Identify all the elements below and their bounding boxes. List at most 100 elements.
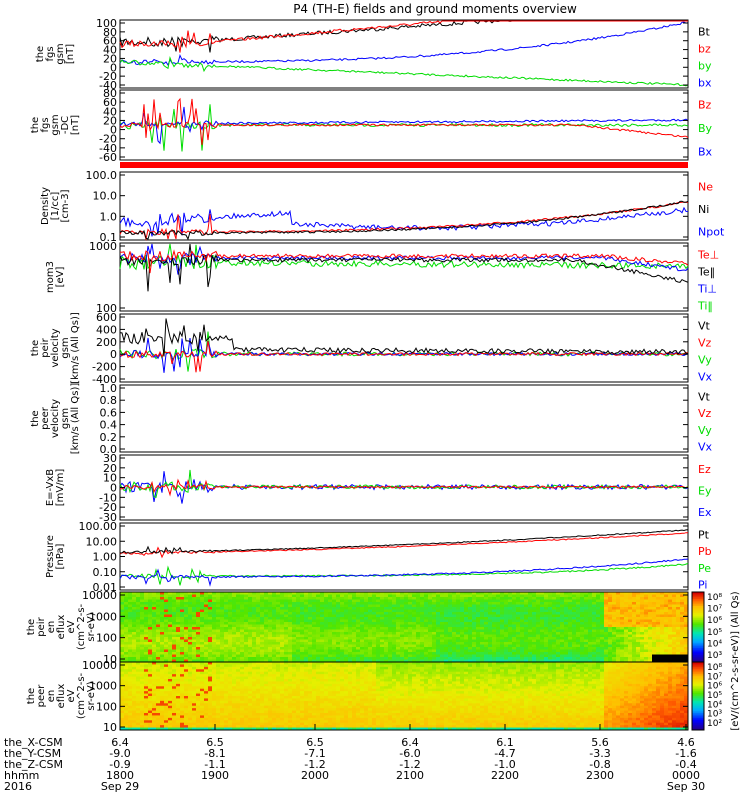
- spectrogram-column: [124, 662, 129, 731]
- y-axis-label: the: [35, 46, 46, 62]
- spectrogram-column: [388, 592, 393, 663]
- spectrogram-column: [352, 592, 357, 663]
- legend-red: Ne: [698, 180, 713, 193]
- spectrogram-column: [596, 662, 601, 731]
- row-value: Sep 29: [101, 780, 139, 793]
- legend-green: by: [698, 60, 712, 73]
- colorbar-tick: 10⁶: [707, 682, 722, 692]
- y-axis-label: sr-eV): [86, 681, 97, 710]
- spectrogram-column: [676, 592, 681, 663]
- spectrogram-column: [188, 662, 193, 731]
- spectrogram-column: [260, 662, 265, 731]
- spectrogram-column: [400, 662, 405, 731]
- spectrogram-column: [276, 592, 281, 663]
- spectrogram-column: [220, 662, 225, 731]
- legend-red: bz: [698, 43, 711, 56]
- row-value: 2000: [301, 769, 329, 782]
- y-tick-label: 0.1: [100, 231, 118, 244]
- legend-red: Bz: [698, 99, 712, 112]
- y-axis-label: [nT]: [70, 115, 81, 135]
- y-tick-label: 600: [96, 311, 117, 324]
- spectrogram-column: [632, 662, 637, 731]
- spectrogram-column: [216, 592, 221, 663]
- series-line-green: [119, 340, 689, 373]
- y-tick-label: -60: [99, 151, 117, 164]
- spectrogram-column: [380, 592, 385, 663]
- spectrogram-column: [416, 592, 421, 663]
- legend-black: Bt: [698, 26, 711, 39]
- row-label: the_Y-CSM: [4, 747, 61, 760]
- spectrogram-column: [572, 662, 577, 731]
- spectrogram-column: [164, 662, 169, 731]
- spectrogram-column: [520, 592, 525, 663]
- spectrogram-column: [344, 592, 349, 663]
- row-value: 1800: [106, 769, 134, 782]
- y-axis-label: [cm-3]: [60, 189, 71, 222]
- series-line-green: [119, 21, 689, 67]
- y-tick-label: 60: [103, 96, 117, 109]
- spectrogram-column: [164, 592, 169, 663]
- colorbars: 10⁸10⁷10⁶10⁵10⁴10³10⁸10⁷10⁶10⁵10⁴10³10²[…: [691, 591, 741, 731]
- spectrogram-column: [124, 592, 129, 663]
- panel-peer_velocity: 1.00.80.60.40.20.0 the peer velocity gsm [km/…: [30, 382, 713, 456]
- y-axis-label: en: [46, 621, 57, 634]
- spectrogram-column: [376, 662, 381, 731]
- spectrogram-column: [348, 662, 353, 731]
- spectrogram-column: [376, 592, 381, 663]
- spectrogram-column: [184, 592, 189, 663]
- spectrogram-column: [628, 592, 633, 663]
- y-tick-label: 100: [96, 17, 117, 30]
- spectrogram-column: [144, 592, 149, 663]
- spectrogram-column: [412, 662, 417, 731]
- panel-flag_bar: [120, 162, 688, 168]
- spectrogram-column: [576, 662, 581, 731]
- legend-black: Ni: [698, 203, 709, 216]
- spectrogram-column: [120, 592, 125, 663]
- colorbar-label: [eV/(cm^2-s-sr-eV)] (All Qs): [730, 591, 741, 730]
- y-axis-label: the: [26, 688, 37, 704]
- series-line-black: [119, 562, 689, 586]
- spectrogram-column: [468, 662, 473, 731]
- spectrogram-column: [228, 592, 233, 663]
- spectrogram-column: [176, 662, 181, 731]
- spectrogram-column: [296, 592, 301, 663]
- spectrogram-column: [244, 662, 249, 731]
- spectrogram-column: [120, 662, 125, 731]
- colorbar-tick: 10⁵: [707, 691, 722, 701]
- y-tick-label: 0.8: [100, 394, 118, 407]
- y-axis-label: eflux: [56, 684, 67, 709]
- spectrogram-column: [136, 592, 141, 663]
- row-label: the_Z-CSM: [4, 758, 63, 771]
- spectrogram-column: [268, 592, 273, 663]
- legend-blue: Ti⊥: [697, 283, 717, 296]
- spectrogram-column: [324, 592, 329, 663]
- series-line-green: [119, 469, 689, 499]
- row-value: 6.4: [401, 736, 419, 749]
- legend-blue: Npot: [698, 226, 725, 239]
- spectrogram-column: [176, 592, 181, 663]
- spectrogram-column: [484, 592, 489, 663]
- spectrogram-column: [396, 662, 401, 731]
- spectrogram-column: [364, 662, 369, 731]
- spectrogram-column: [584, 592, 589, 663]
- y-tick-label: 0.0: [100, 443, 118, 456]
- spectrogram-column: [492, 662, 497, 731]
- colorbar-tick: 10³: [707, 651, 722, 661]
- spectrogram-column: [180, 592, 185, 663]
- spectrogram-column: [160, 592, 165, 663]
- spectrogram-column: [420, 592, 425, 663]
- spectrogram-column: [224, 662, 229, 731]
- legend-blue: Vx: [698, 441, 713, 454]
- spectrogram-column: [248, 592, 253, 663]
- spectrogram-column: [604, 592, 609, 663]
- spectrogram-column: [428, 592, 433, 663]
- flag-bar: [120, 162, 688, 168]
- series-line-red: [119, 206, 689, 237]
- y-tick-label: 0.2: [100, 431, 118, 444]
- spectrogram-column: [344, 662, 349, 731]
- panel-frame: [119, 89, 689, 161]
- spectrogram-column: [356, 592, 361, 663]
- spectrogram-column: [200, 662, 205, 731]
